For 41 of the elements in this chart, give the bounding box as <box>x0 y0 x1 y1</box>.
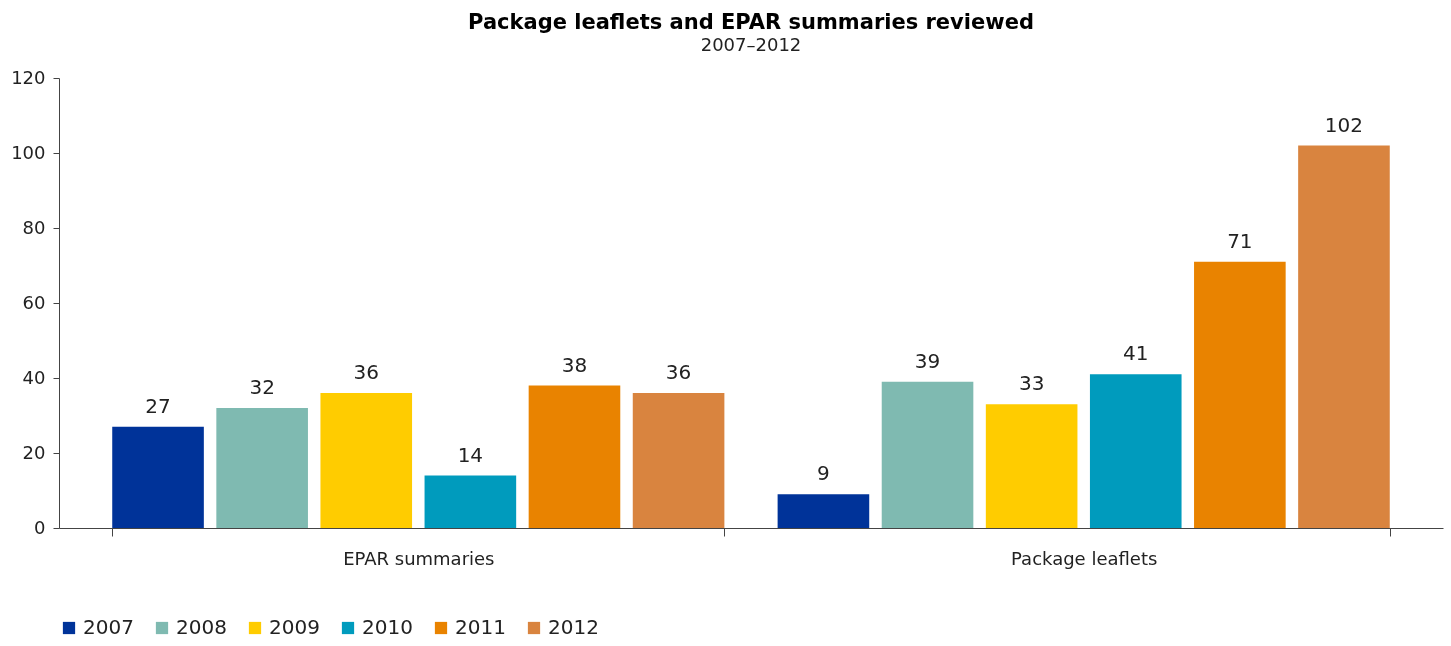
data-label: 71 <box>1227 228 1253 253</box>
bar <box>1194 261 1286 528</box>
data-label: 39 <box>914 348 941 373</box>
bar <box>528 385 621 528</box>
y-tick-label: 0 <box>34 516 46 538</box>
y-tick-label: 20 <box>22 441 46 463</box>
bar <box>632 393 725 528</box>
data-label: 36 <box>665 360 692 384</box>
bar <box>112 426 204 528</box>
data-label: 9 <box>817 461 830 486</box>
data-label: 38 <box>561 352 588 377</box>
y-tick-label: 100 <box>11 141 46 163</box>
bar <box>1298 145 1390 528</box>
bar <box>985 404 1078 528</box>
legend-label: 2010 <box>362 615 413 639</box>
chart-subtitle: 2007–2012 <box>700 34 802 55</box>
legend-label: 2007 <box>83 615 134 639</box>
y-tick-label: 60 <box>22 291 46 313</box>
y-tick-label: 120 <box>11 66 46 88</box>
bar <box>424 475 517 528</box>
legend-label: 2012 <box>548 615 599 639</box>
legend-label: 2009 <box>269 615 320 639</box>
legend-label: 2011 <box>455 615 506 639</box>
bar <box>777 494 870 528</box>
data-label: 32 <box>249 375 275 399</box>
bar <box>320 393 413 528</box>
y-tick-label: 80 <box>22 216 46 238</box>
legend-label: 2008 <box>176 615 227 639</box>
data-label: 27 <box>145 393 171 418</box>
bar <box>216 408 308 528</box>
chart-title: Package leaflets and EPAR summaries reviewed <box>468 10 1034 34</box>
data-label: 41 <box>1123 341 1149 366</box>
data-label: 102 <box>1324 112 1364 137</box>
data-label: 14 <box>457 442 484 467</box>
x-tick-label: Package leaflets <box>1011 547 1158 569</box>
data-label: 33 <box>1018 371 1045 396</box>
bar <box>1089 374 1182 528</box>
bar <box>881 381 974 528</box>
x-tick-label: EPAR summaries <box>343 547 495 569</box>
data-label: 36 <box>353 360 379 384</box>
y-tick-label: 40 <box>22 366 46 388</box>
